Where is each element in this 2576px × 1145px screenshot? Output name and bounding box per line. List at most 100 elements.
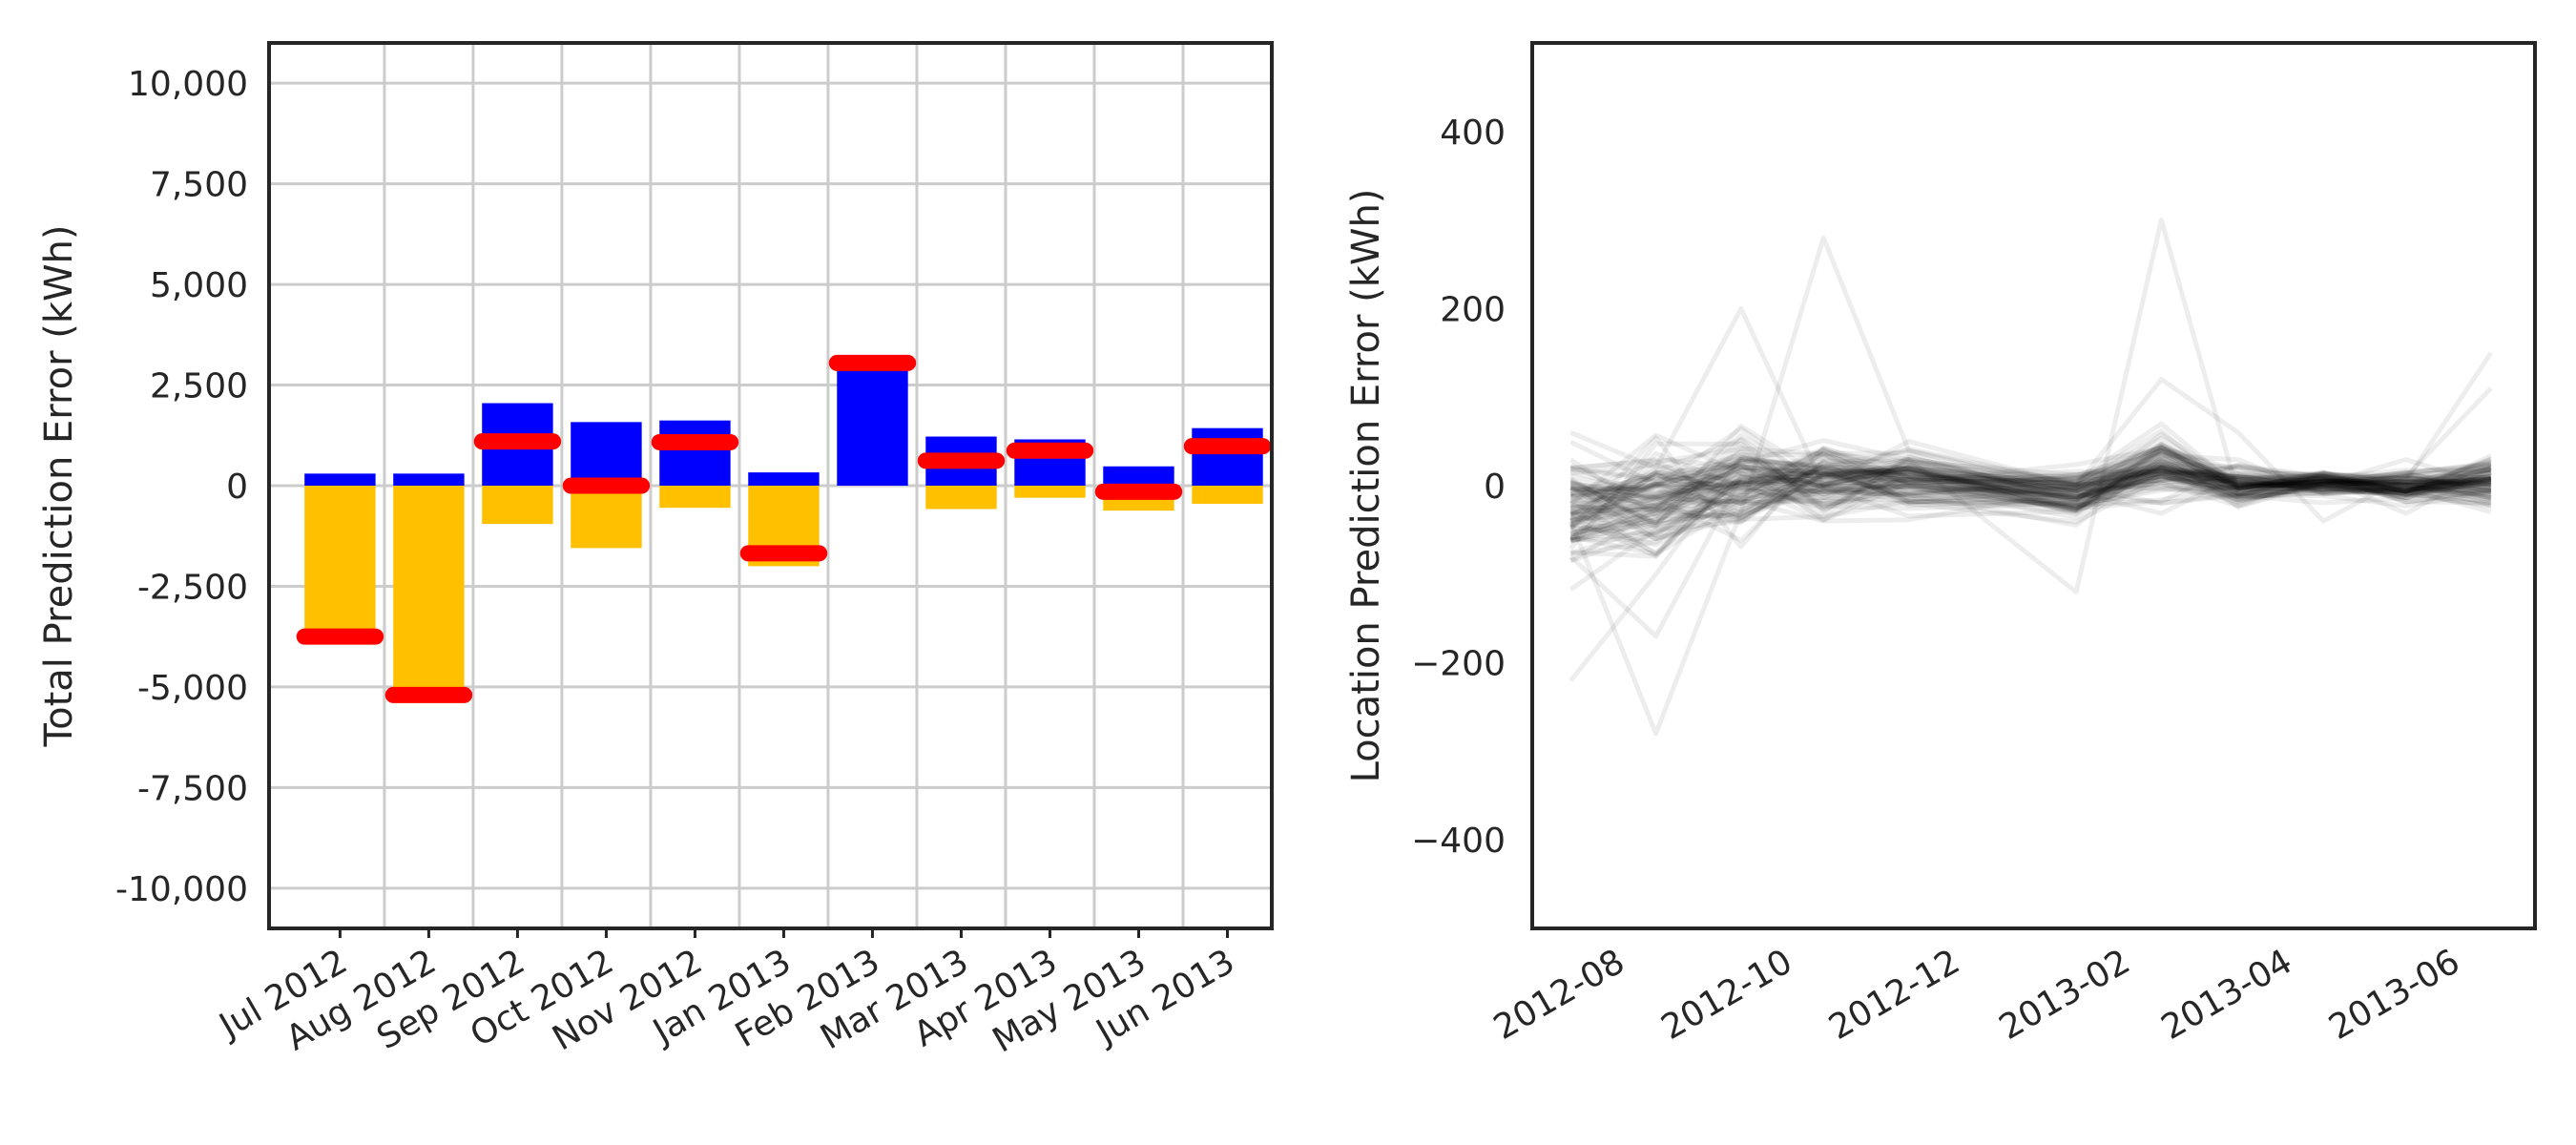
location-error-line xyxy=(1568,456,2492,737)
marker-series xyxy=(296,354,1272,703)
y-tick-label: -7,500 xyxy=(137,769,248,808)
location-error-line xyxy=(1569,479,2492,515)
location-error-line xyxy=(1569,460,2492,516)
location-error-line xyxy=(1569,444,2492,528)
location-error-line xyxy=(1569,457,2492,563)
y-tick-label: -2,500 xyxy=(137,568,248,607)
right-plot-frame xyxy=(1530,41,2537,930)
location-error-line xyxy=(1569,445,2492,539)
location-error-line xyxy=(1569,453,2492,544)
location-error-line xyxy=(1570,451,2492,507)
location-error-line xyxy=(1569,450,2492,523)
location-error-line xyxy=(1569,452,2492,524)
location-error-line xyxy=(1570,464,2492,502)
location-error-line xyxy=(1569,448,2491,530)
location-error-line xyxy=(1570,465,2492,510)
location-error-line xyxy=(1568,450,2493,542)
location-error-line xyxy=(1569,465,2491,511)
left-y-ticks: -10,000 -7,500 -5,000 -2,500 0 2,500 5,000 7,50… xyxy=(115,65,248,909)
location-error-line xyxy=(1570,235,2492,515)
bar xyxy=(1192,427,1263,486)
location-error-line xyxy=(1569,456,2491,517)
location-error-line xyxy=(1569,458,2492,523)
location-error-line xyxy=(1570,452,2492,514)
location-error-line xyxy=(1569,438,2492,509)
location-error-line xyxy=(1568,377,2493,639)
location-error-line xyxy=(1570,456,2492,522)
location-error-line xyxy=(1569,468,2492,526)
location-error-line xyxy=(1569,464,2492,537)
location-error-line xyxy=(1569,448,2492,543)
location-error-line xyxy=(1568,432,2491,518)
location-error-line xyxy=(1569,468,2492,536)
y-tick-label: -10,000 xyxy=(115,870,248,909)
location-error-line xyxy=(1569,439,2492,512)
location-error-line xyxy=(1569,445,2492,537)
bar xyxy=(1192,486,1263,504)
location-error-line xyxy=(1570,446,2492,512)
y-tick-label: 2,500 xyxy=(150,367,248,406)
location-error-line xyxy=(1569,448,2492,529)
location-error-line xyxy=(1568,435,2492,550)
y-tick-label: 0 xyxy=(226,468,248,507)
location-error-line xyxy=(1569,462,2492,502)
bar xyxy=(1014,486,1086,498)
location-error-line xyxy=(1570,446,2492,515)
left-plot-frame xyxy=(267,41,1274,930)
location-error-line xyxy=(1569,457,2491,506)
location-error-line xyxy=(1569,451,2492,513)
location-error-line xyxy=(1569,432,2492,563)
location-error-line xyxy=(1569,451,2492,493)
location-error-line xyxy=(1569,462,2492,511)
location-error-line xyxy=(1570,454,2492,522)
x-tick-label: 2012-08 xyxy=(1487,942,1631,1048)
y-tick-label: 7,500 xyxy=(150,166,248,205)
bar xyxy=(1103,466,1174,486)
location-error-line xyxy=(1569,450,2492,518)
y-tick-label: 5,000 xyxy=(150,266,248,305)
location-error-line xyxy=(1569,463,2492,520)
location-error-line xyxy=(1569,464,2492,526)
location-error-line xyxy=(1569,483,2492,537)
y-tick-label: 0 xyxy=(1484,468,1506,507)
bar xyxy=(304,473,376,486)
location-error-line xyxy=(1569,469,2492,528)
bar xyxy=(393,486,465,699)
location-error-line xyxy=(1570,421,2492,529)
location-error-line xyxy=(1569,460,2492,500)
location-error-line xyxy=(1569,431,2492,505)
location-error-line xyxy=(1570,448,2492,543)
location-error-line xyxy=(1569,218,2492,594)
x-tick-label: 2012-10 xyxy=(1655,942,1799,1048)
location-error-line xyxy=(1569,447,2491,548)
y-tick-label: 10,000 xyxy=(128,65,248,104)
location-error-lines xyxy=(1568,218,2493,737)
location-error-line xyxy=(1569,465,2491,556)
location-error-line xyxy=(1570,464,2491,510)
y-tick-label: −400 xyxy=(1411,822,1506,861)
location-error-line xyxy=(1570,435,2492,525)
location-error-line xyxy=(1570,457,2492,501)
location-error-line xyxy=(1570,455,2492,543)
x-tick-label: 2013-04 xyxy=(2155,942,2299,1048)
location-error-line xyxy=(1570,467,2492,504)
location-error-line xyxy=(1570,475,2492,509)
location-error-line xyxy=(1569,442,2492,528)
location-error-line xyxy=(1569,449,2492,524)
location-error-line xyxy=(1568,448,2492,543)
location-error-line xyxy=(1570,461,2492,559)
y-tick-label: -5,000 xyxy=(137,669,248,708)
bar xyxy=(748,472,820,486)
location-error-line xyxy=(1569,305,2493,493)
location-error-line xyxy=(1569,467,2492,514)
location-error-line xyxy=(1569,455,2492,559)
location-error-line xyxy=(1569,437,2492,512)
location-error-line xyxy=(1569,458,2492,555)
location-error-line xyxy=(1569,445,2492,503)
location-error-line xyxy=(1569,448,2492,525)
right-x-ticks: 2012-08 2012-10 2012-12 2013-02 2013-04 2013-… xyxy=(1487,942,2466,1048)
left-y-axis-title: Total Prediction Error (kWh) xyxy=(37,224,81,747)
bar xyxy=(571,422,642,486)
x-tick-label: 2013-02 xyxy=(1993,942,2137,1048)
